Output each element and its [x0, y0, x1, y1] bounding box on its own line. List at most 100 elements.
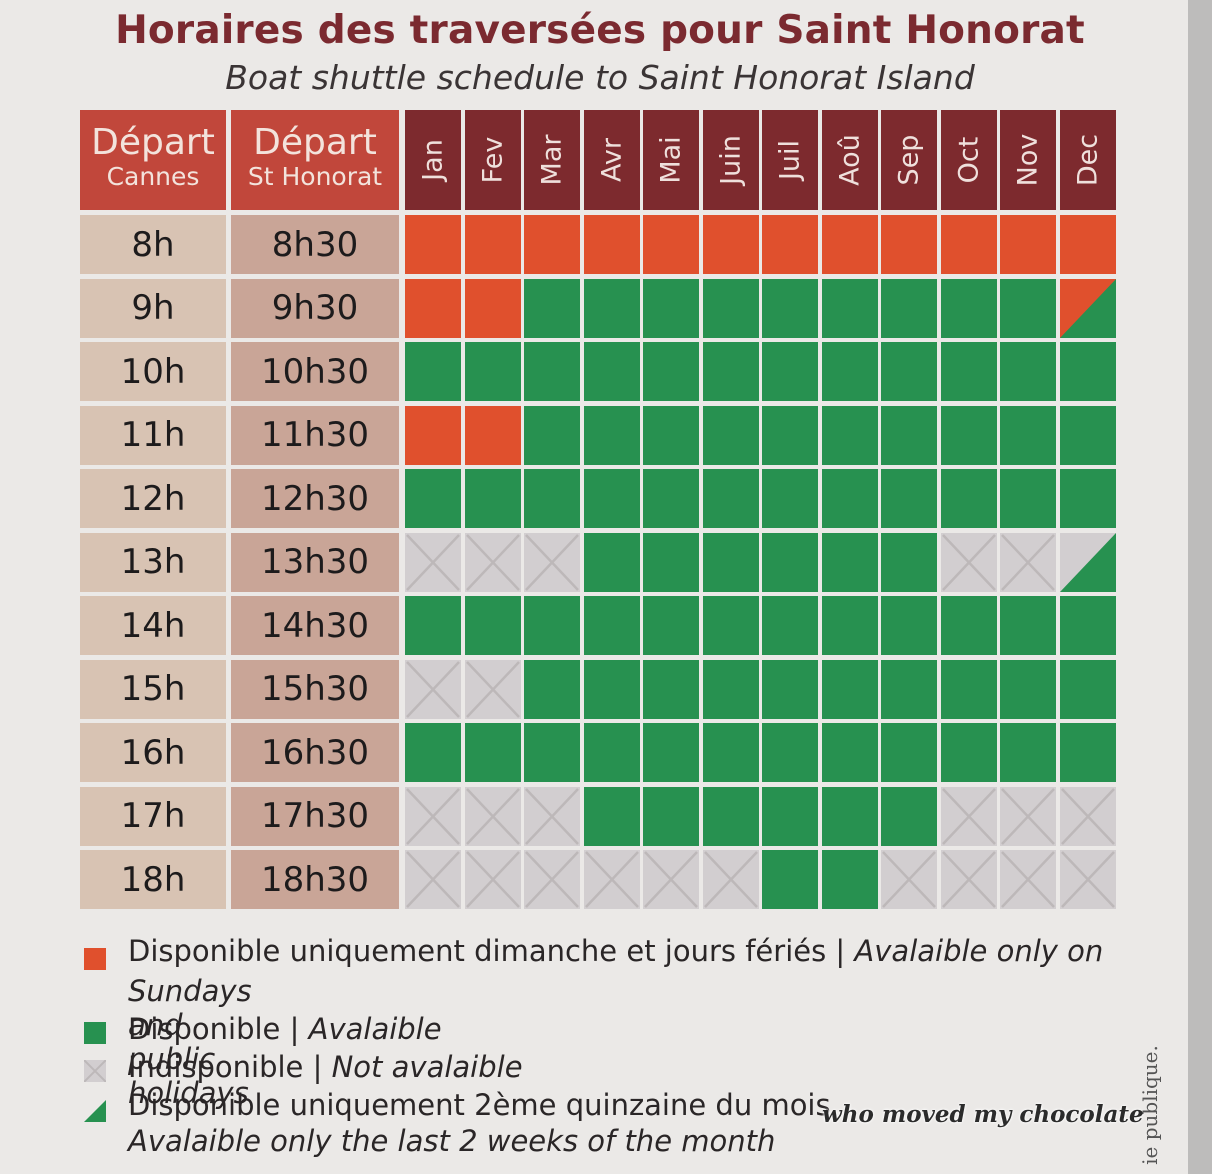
- cell-12h-nov-available: [1000, 469, 1056, 528]
- cell-17h-juin-available: [702, 786, 759, 846]
- cell-16h-sep-available: [881, 723, 937, 782]
- cell-9h-fev-sunday: [464, 278, 521, 338]
- cell-14h-oct-available: [940, 596, 997, 655]
- header-depart-st-honorat: Départ St Honorat: [231, 110, 399, 210]
- cell-9h-jan-sunday: [405, 278, 461, 338]
- cell-16h-mai-available: [643, 723, 699, 782]
- cell-11h-juin-available: [702, 405, 759, 465]
- month-header-dec: Dec: [1059, 110, 1116, 210]
- cell-12h-fev-available: [464, 469, 521, 528]
- legend-unavailable: Indisponible | Not avalaible: [128, 1050, 523, 1084]
- month-label: Sep: [893, 134, 925, 186]
- legend-sunday-en-a: Avalaible only on: [854, 934, 1104, 968]
- cell-9h-avr-available: [583, 278, 640, 338]
- cell-8h-jan-sunday: [405, 215, 461, 274]
- legend-available-fr: Disponible |: [128, 1012, 309, 1046]
- cell-18h-juin-unavailable: [702, 850, 759, 909]
- cell-18h-sep-unavailable: [881, 850, 937, 909]
- row-depart-cannes: 10h: [80, 342, 226, 401]
- month-header-sep: Sep: [881, 110, 937, 210]
- row-depart-cannes: 12h: [80, 469, 226, 528]
- cell-13h-dec-half-month: [1059, 532, 1116, 592]
- row-depart-st-honorat: 12h30: [231, 469, 399, 528]
- cell-13h-nov-unavailable: [1000, 532, 1056, 592]
- month-label: Jan: [417, 139, 449, 181]
- cell-9h-dec-sunday-then-half-month: [1059, 278, 1116, 338]
- month-label: Juil: [774, 139, 806, 181]
- header-depart-cannes-line1: Départ: [91, 122, 215, 163]
- cell-9h-nov-available: [1000, 278, 1056, 338]
- row-depart-cannes: 9h: [80, 278, 226, 338]
- cell-12h-avr-available: [583, 469, 640, 528]
- cell-10h-nov-available: [1000, 342, 1056, 401]
- cell-10h-jan-available: [405, 342, 461, 401]
- row-depart-cannes: 18h: [80, 850, 226, 909]
- cell-10h-mai-available: [643, 342, 699, 401]
- cell-13h-mai-available: [643, 532, 699, 592]
- cell-17h-sep-available: [881, 786, 937, 846]
- row-depart-st-honorat: 8h30: [231, 215, 399, 274]
- cell-12h-juil-available: [762, 469, 818, 528]
- cell-14h-nov-available: [1000, 596, 1056, 655]
- row-depart-cannes: 8h: [80, 215, 226, 274]
- cell-11h-juil-available: [762, 405, 818, 465]
- cell-10h-aoû-available: [821, 342, 878, 401]
- cell-17h-jan-unavailable: [405, 786, 461, 846]
- cell-13h-mar-unavailable: [524, 532, 580, 592]
- row-depart-cannes: 14h: [80, 596, 226, 655]
- cell-10h-juil-available: [762, 342, 818, 401]
- cell-8h-fev-sunday: [464, 215, 521, 274]
- cell-15h-sep-available: [881, 659, 937, 719]
- cell-11h-dec-available: [1059, 405, 1116, 465]
- cell-15h-nov-available: [1000, 659, 1056, 719]
- cell-18h-juil-available: [762, 850, 818, 909]
- cell-13h-jan-unavailable: [405, 532, 461, 592]
- cell-12h-juin-available: [702, 469, 759, 528]
- cell-16h-aoû-available: [821, 723, 878, 782]
- cell-16h-dec-available: [1059, 723, 1116, 782]
- cell-18h-jan-unavailable: [405, 850, 461, 909]
- cell-11h-sep-available: [881, 405, 937, 465]
- legend-sunday-swatch: [84, 948, 106, 970]
- month-header-fev: Fev: [464, 110, 521, 210]
- cell-18h-avr-unavailable: [583, 850, 640, 909]
- cell-14h-aoû-available: [821, 596, 878, 655]
- cell-13h-fev-unavailable: [464, 532, 521, 592]
- month-label: Mar: [536, 134, 568, 186]
- cell-12h-mai-available: [643, 469, 699, 528]
- month-header-mar: Mar: [524, 110, 580, 210]
- cell-17h-dec-unavailable: [1059, 786, 1116, 846]
- cell-8h-nov-sunday: [1000, 215, 1056, 274]
- cell-11h-aoû-available: [821, 405, 878, 465]
- month-label: Juin: [715, 135, 746, 185]
- header-depart-cannes: Départ Cannes: [80, 110, 226, 210]
- cell-12h-sep-available: [881, 469, 937, 528]
- cell-14h-mar-available: [524, 596, 580, 655]
- cell-8h-oct-sunday: [940, 215, 997, 274]
- cell-16h-jan-available: [405, 723, 461, 782]
- cell-18h-mai-unavailable: [643, 850, 699, 909]
- cell-11h-fev-sunday: [464, 405, 521, 465]
- cell-9h-juil-available: [762, 278, 818, 338]
- cell-15h-mar-available: [524, 659, 580, 719]
- cell-8h-juin-sunday: [702, 215, 759, 274]
- month-label: Dec: [1072, 133, 1103, 187]
- cell-17h-oct-unavailable: [940, 786, 997, 846]
- legend-half-month-en: Avalaible only the last 2 weeks of the m…: [128, 1124, 776, 1158]
- cell-16h-avr-available: [583, 723, 640, 782]
- cell-11h-mar-available: [524, 405, 580, 465]
- cell-17h-avr-available: [583, 786, 640, 846]
- row-depart-cannes: 11h: [80, 405, 226, 465]
- row-depart-st-honorat: 13h30: [231, 532, 399, 592]
- cell-15h-juin-available: [702, 659, 759, 719]
- cell-14h-dec-available: [1059, 596, 1116, 655]
- legend-unavailable-en: Not avalaible: [331, 1050, 523, 1084]
- cell-8h-aoû-sunday: [821, 215, 878, 274]
- cell-9h-oct-available: [940, 278, 997, 338]
- row-depart-st-honorat: 15h30: [231, 659, 399, 719]
- legend-available-swatch: [84, 1022, 106, 1044]
- cell-17h-aoû-available: [821, 786, 878, 846]
- cell-13h-aoû-available: [821, 532, 878, 592]
- row-depart-st-honorat: 16h30: [231, 723, 399, 782]
- header-depart-cannes-line2: Cannes: [106, 162, 200, 191]
